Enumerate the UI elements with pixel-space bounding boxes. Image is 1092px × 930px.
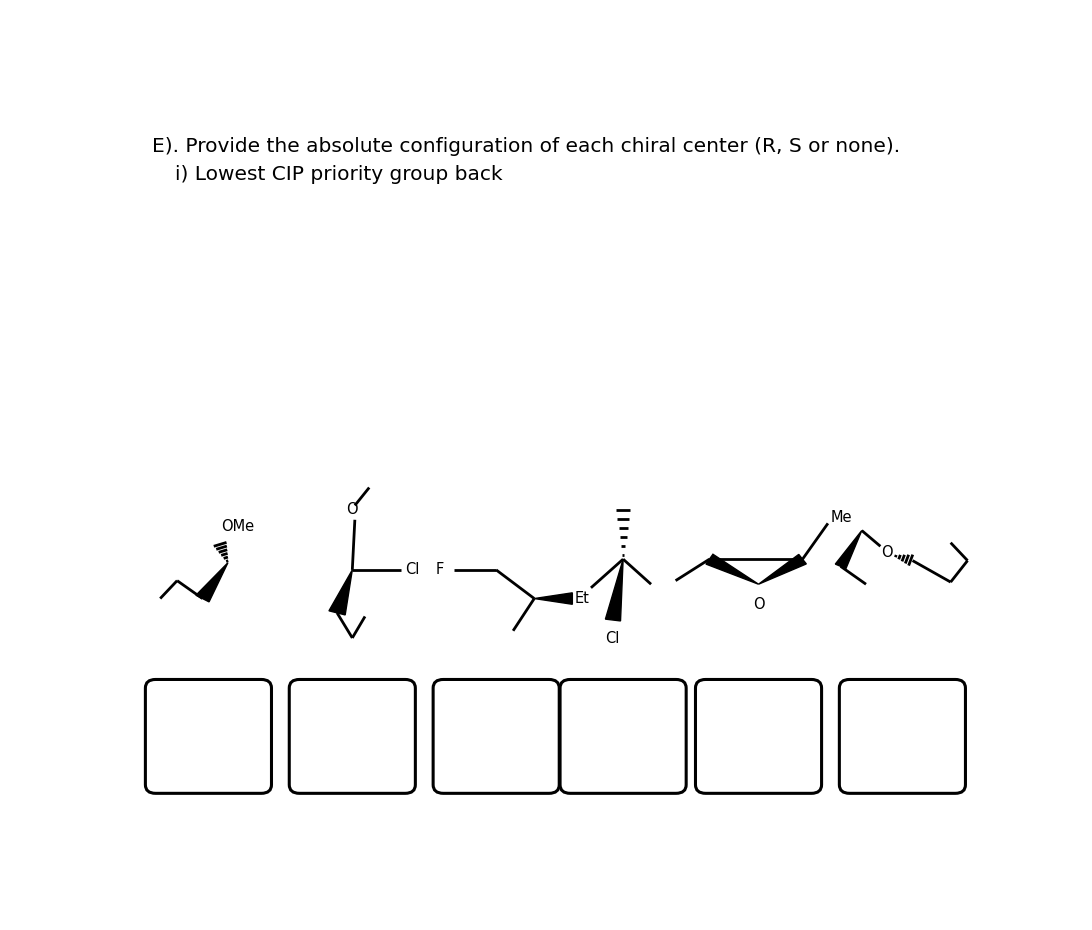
Text: i) Lowest CIP priority group back: i) Lowest CIP priority group back (175, 166, 502, 184)
FancyBboxPatch shape (289, 680, 415, 793)
FancyBboxPatch shape (145, 680, 272, 793)
FancyBboxPatch shape (840, 680, 965, 793)
Text: Cl: Cl (605, 631, 619, 645)
Text: E). Provide the absolute configuration of each chiral center (R, S or none).: E). Provide the absolute configuration o… (152, 137, 900, 155)
Text: F: F (436, 563, 443, 578)
Text: OMe: OMe (221, 519, 254, 534)
Polygon shape (329, 570, 353, 615)
Text: O: O (881, 544, 893, 560)
Polygon shape (534, 592, 572, 604)
Text: O: O (752, 597, 764, 612)
Polygon shape (759, 554, 806, 584)
Text: O: O (346, 501, 358, 516)
Text: Cl: Cl (405, 563, 419, 578)
Text: Et: Et (574, 591, 590, 606)
Text: Me: Me (831, 511, 852, 525)
FancyBboxPatch shape (696, 680, 821, 793)
Polygon shape (835, 530, 862, 568)
FancyBboxPatch shape (434, 680, 559, 793)
Polygon shape (195, 563, 228, 602)
Polygon shape (605, 559, 624, 621)
FancyBboxPatch shape (560, 680, 686, 793)
Polygon shape (705, 554, 759, 584)
